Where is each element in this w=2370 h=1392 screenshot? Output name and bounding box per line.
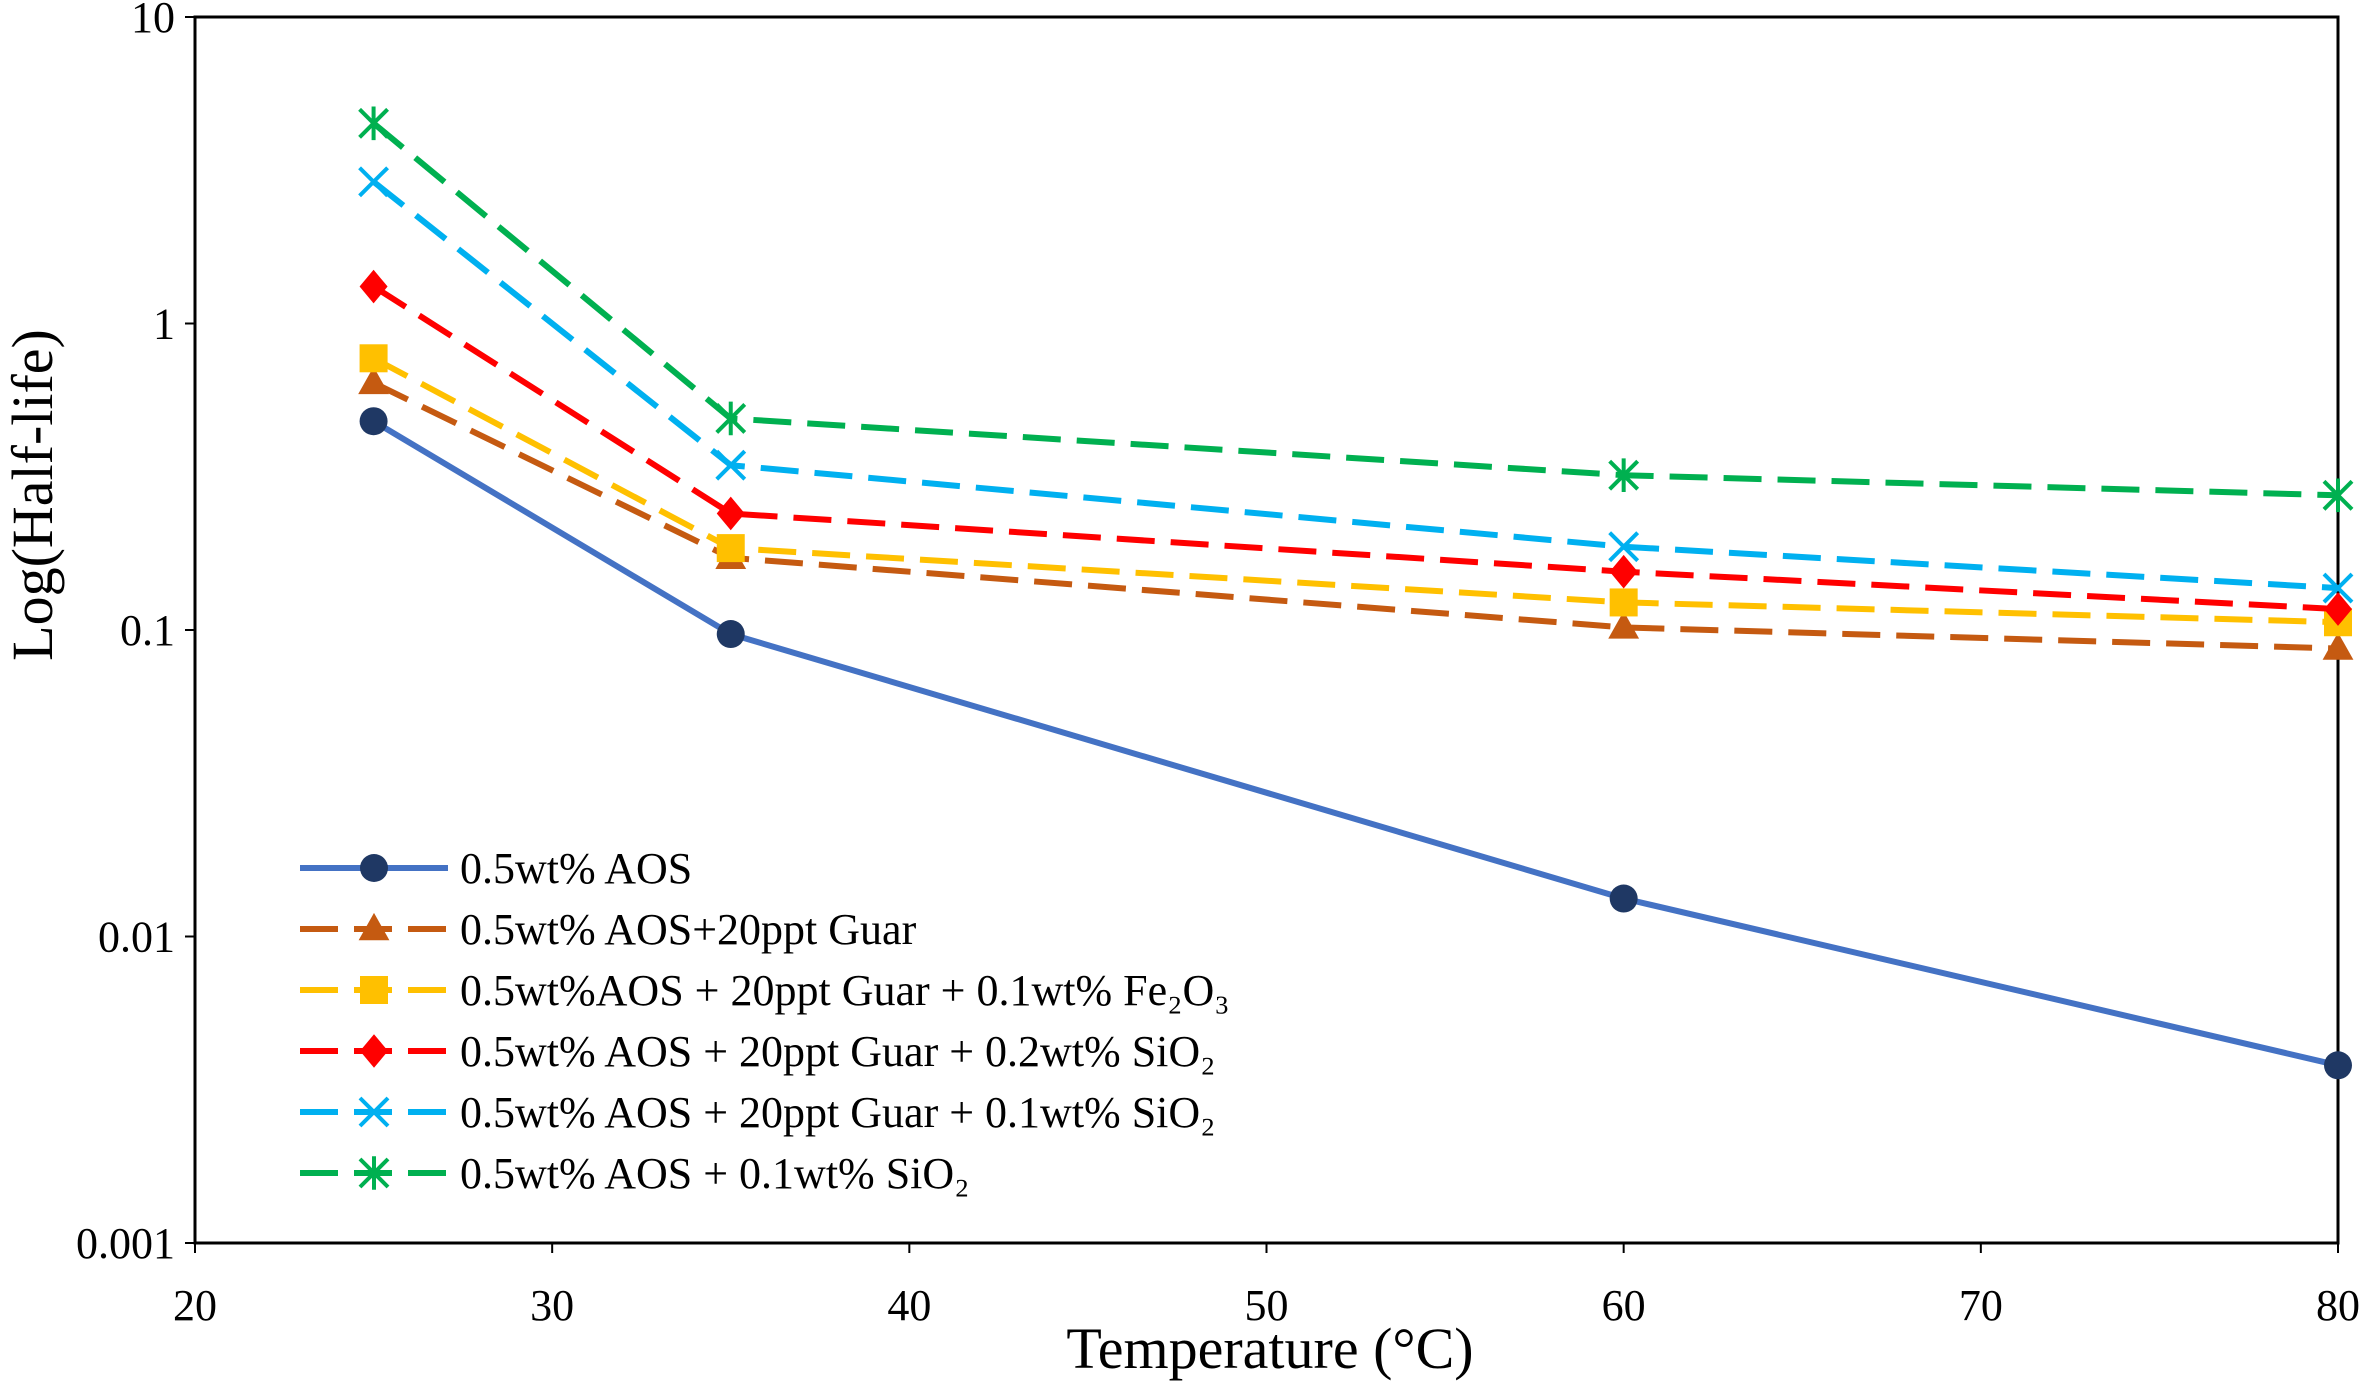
data-point (2324, 592, 2352, 626)
data-point (358, 106, 389, 141)
data-point (715, 449, 747, 481)
series-1 (359, 407, 2352, 1080)
x-tick-label: 30 (530, 1281, 574, 1330)
data-point (359, 407, 388, 436)
x-tick-label: 80 (2316, 1281, 2360, 1330)
legend-marker (358, 912, 390, 941)
data-point (1608, 611, 1640, 639)
data-point (359, 269, 388, 304)
legend-item: 0.5wt% AOS + 20ppt Guar + 0.2wt% SiO₂ (300, 1027, 1216, 1076)
axes-layer: 20 30 40 50 60 70 80 0.001 0.01 0.1 1 10 (76, 0, 2360, 1330)
data-point (716, 534, 745, 563)
data-point (2324, 1051, 2352, 1080)
y-axis-title: Log(Half-life) (0, 329, 65, 661)
data-point (1609, 554, 1638, 589)
data-point (1608, 531, 1640, 563)
legend-label: 0.5wt% AOS + 20ppt Guar + 0.1wt% SiO₂ (460, 1088, 1216, 1137)
data-point (1609, 884, 1638, 913)
series-4 (359, 269, 2352, 626)
series-line (371, 283, 2339, 613)
series-6 (358, 106, 2354, 513)
data-point (716, 496, 745, 531)
legend-label: 0.5wt%AOS + 20ppt Guar + 0.1wt% Fe₂O₃ (460, 966, 1230, 1015)
legend-item: 0.5wt% AOS + 20ppt Guar + 0.1wt% SiO₂ (300, 1088, 1216, 1137)
data-point (358, 366, 389, 395)
data-point (715, 401, 747, 436)
y-tick-label: 10 (131, 0, 175, 42)
series-line (371, 179, 2339, 592)
legend-label: 0.5wt% AOS + 20ppt Guar + 0.2wt% SiO₂ (460, 1027, 1216, 1076)
series-line (372, 418, 2339, 1069)
x-axis-title: Temperature (°C) (1066, 1316, 1473, 1381)
y-tick-label: 1 (153, 300, 175, 349)
x-tick-label: 70 (1959, 1281, 2003, 1330)
data-point (2322, 632, 2354, 660)
data-point (1609, 588, 1638, 617)
legend-item: 0.5wt% AOS+20ppt Guar (300, 905, 917, 954)
data-point (359, 344, 388, 373)
series-line (371, 120, 2339, 499)
legend-marker (360, 854, 388, 882)
x-tick-label: 60 (1602, 1281, 1646, 1330)
y-tick-label: 0.001 (76, 1219, 175, 1268)
legend-item: 0.5wt%AOS + 20ppt Guar + 0.1wt% Fe₂O₃ (300, 966, 1230, 1015)
x-tick-label: 50 (1245, 1281, 1289, 1330)
legend-label: 0.5wt% AOS + 0.1wt% SiO₂ (460, 1149, 970, 1198)
legend-item: 0.5wt% AOS + 0.1wt% SiO₂ (300, 1149, 970, 1198)
series-line (372, 380, 2339, 652)
series-layer (358, 106, 2354, 1080)
legend-marker (358, 1156, 390, 1190)
legend-item: 0.5wt% AOS (300, 844, 692, 893)
data-point (358, 166, 389, 198)
y-tick-label: 0.01 (98, 913, 175, 962)
x-tick-label: 40 (887, 1281, 931, 1330)
y-tick-label: 0.1 (120, 606, 175, 655)
x-tick-label: 20 (173, 1281, 217, 1330)
data-point (2322, 478, 2354, 513)
data-point (716, 620, 745, 649)
legend-marker (358, 1096, 390, 1128)
legend: 0.5wt% AOS 0.5wt% AOS+20ppt Guar 0.5wt%AOS… (300, 844, 1230, 1198)
series-3 (359, 344, 2352, 637)
legend-label: 0.5wt% AOS (460, 844, 692, 893)
legend-marker (360, 976, 388, 1004)
legend-marker (360, 1034, 388, 1068)
data-point (2322, 572, 2354, 604)
data-point (1608, 458, 1640, 492)
series-line (372, 355, 2339, 626)
legend-label: 0.5wt% AOS+20ppt Guar (460, 905, 917, 954)
series-5 (358, 166, 2354, 604)
